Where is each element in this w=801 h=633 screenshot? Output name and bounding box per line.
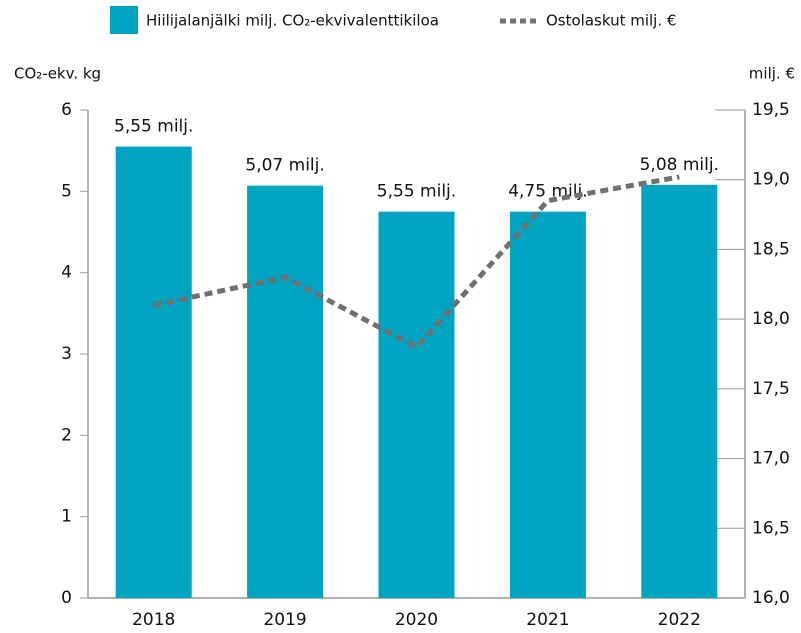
- bar: [247, 185, 324, 598]
- y-tick-label: 1: [61, 507, 72, 527]
- y2-tick-label: 17,5: [752, 379, 790, 399]
- y-tick-label: 6: [61, 100, 72, 120]
- x-tick-label: 2019: [263, 610, 306, 630]
- y2-tick-label: 18,5: [752, 239, 790, 259]
- y2-tick-label: 18,0: [752, 309, 790, 329]
- line-series: [153, 174, 680, 351]
- y2-axis-label: milj. €: [749, 65, 795, 83]
- legend-label: Hiilijalanjälki milj. CO₂-ekvivalenttiki…: [146, 12, 439, 30]
- y-axis-label: CO₂-ekv. kg: [14, 65, 101, 83]
- legend-label: Ostolaskut milj. €: [546, 12, 676, 30]
- bar-label: 4,75 milj.: [508, 182, 587, 202]
- x-tick-label: 2020: [395, 610, 438, 630]
- y-tick-label: 4: [61, 263, 72, 283]
- y-tick-label: 3: [61, 344, 72, 364]
- bar-label: 5,08 milj.: [640, 155, 719, 175]
- y2-tick-label: 17,0: [752, 449, 790, 469]
- y-tick-label: 5: [61, 181, 72, 201]
- bar: [641, 184, 718, 598]
- bar: [509, 211, 586, 598]
- bar-label: 5,55 milj.: [114, 117, 193, 137]
- bar: [378, 211, 455, 598]
- bar-label: 5,55 milj.: [377, 182, 456, 202]
- bar: [115, 146, 192, 598]
- y-tick-label: 2: [61, 425, 72, 445]
- bar-label: 5,07 milj.: [245, 156, 324, 176]
- y2-tick-label: 19,0: [752, 170, 790, 190]
- x-tick-label: 2022: [658, 610, 701, 630]
- x-tick-label: 2021: [526, 610, 569, 630]
- y2-tick-label: 16,0: [752, 588, 790, 608]
- x-tick-label: 2018: [132, 610, 175, 630]
- legend-swatch: [110, 6, 138, 34]
- y-tick-label: 0: [61, 588, 72, 608]
- y2-tick-label: 16,5: [752, 518, 790, 538]
- y2-tick-label: 19,5: [752, 100, 790, 120]
